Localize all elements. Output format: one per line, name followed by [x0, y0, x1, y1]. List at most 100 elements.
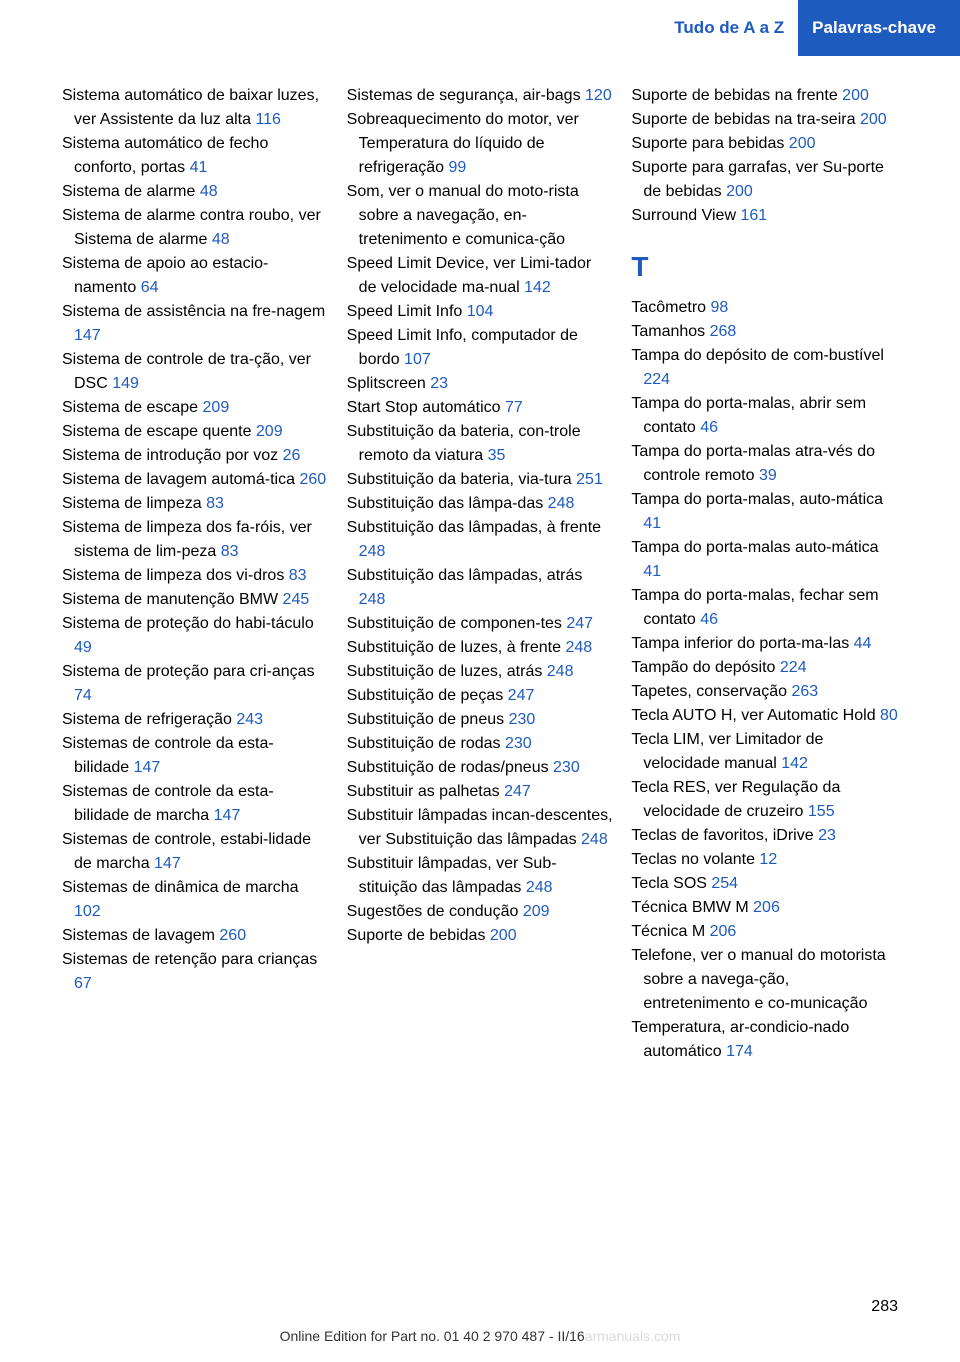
page-reference[interactable]: 23: [430, 375, 448, 392]
page-reference[interactable]: 230: [553, 759, 580, 776]
index-entry: Tacômetro 98: [631, 296, 898, 320]
page-reference[interactable]: 248: [565, 639, 592, 656]
page-reference[interactable]: 80: [880, 707, 898, 724]
page-reference[interactable]: 120: [585, 87, 612, 104]
index-entry-text: Speed Limit Device, ver Limi‐tador de ve…: [347, 255, 592, 296]
page-reference[interactable]: 41: [643, 563, 661, 580]
index-entry-text: Substituição de componen‐tes: [347, 615, 567, 632]
page-reference[interactable]: 248: [359, 543, 386, 560]
index-entry: Sistema de introdução por voz 26: [62, 444, 329, 468]
page-reference[interactable]: 174: [726, 1043, 753, 1060]
page-reference[interactable]: 155: [808, 803, 835, 820]
page-reference[interactable]: 200: [842, 87, 869, 104]
page-reference[interactable]: 99: [449, 159, 467, 176]
page-reference[interactable]: 67: [74, 975, 92, 992]
page-reference[interactable]: 147: [74, 327, 101, 344]
page-reference[interactable]: 147: [214, 807, 241, 824]
page-reference[interactable]: 248: [548, 495, 575, 512]
page-reference[interactable]: 200: [726, 183, 753, 200]
page-reference[interactable]: 26: [283, 447, 301, 464]
page-reference[interactable]: 224: [780, 659, 807, 676]
index-entry: Sistema de proteção para cri‐anças 74: [62, 660, 329, 708]
page-reference[interactable]: 48: [212, 231, 230, 248]
page-reference[interactable]: 206: [753, 899, 780, 916]
page-reference[interactable]: 209: [203, 399, 230, 416]
index-entry: Substituição das lâmpadas, à frente 248: [347, 516, 614, 564]
footer-text: Online Edition for Part no. 01 40 2 970 …: [0, 1328, 960, 1344]
index-entry: Speed Limit Info 104: [347, 300, 614, 324]
page-reference[interactable]: 35: [488, 447, 506, 464]
page-reference[interactable]: 206: [710, 923, 737, 940]
page-reference[interactable]: 247: [508, 687, 535, 704]
index-entry: Teclas no volante 12: [631, 848, 898, 872]
page-reference[interactable]: 46: [700, 419, 718, 436]
index-entry: Sistemas de controle da esta‐bilidade de…: [62, 780, 329, 828]
page-reference[interactable]: 260: [299, 471, 326, 488]
page-reference[interactable]: 263: [791, 683, 818, 700]
page-reference[interactable]: 64: [141, 279, 159, 296]
page-reference[interactable]: 41: [643, 515, 661, 532]
page-reference[interactable]: 44: [854, 635, 872, 652]
page-reference[interactable]: 248: [526, 879, 553, 896]
page-reference[interactable]: 74: [74, 687, 92, 704]
page-reference[interactable]: 83: [206, 495, 224, 512]
index-entry: Substituição das lâmpadas, atrás 248: [347, 564, 614, 612]
page-reference[interactable]: 247: [566, 615, 593, 632]
page-reference[interactable]: 248: [359, 591, 386, 608]
page-reference[interactable]: 224: [643, 371, 670, 388]
index-entry-text: Tampa do porta-malas auto‐mática: [631, 539, 878, 556]
page-reference[interactable]: 83: [289, 567, 307, 584]
page-reference[interactable]: 149: [112, 375, 139, 392]
index-entry: Sistema de controle de tra‐ção, ver DSC …: [62, 348, 329, 396]
page-reference[interactable]: 260: [219, 927, 246, 944]
page-reference[interactable]: 245: [283, 591, 310, 608]
page-reference[interactable]: 230: [509, 711, 536, 728]
index-entry: Tampa do porta-malas atra‐vés do control…: [631, 440, 898, 488]
page-reference[interactable]: 23: [818, 827, 836, 844]
page-reference[interactable]: 107: [404, 351, 431, 368]
page-reference[interactable]: 104: [467, 303, 494, 320]
index-entry-text: Sistema de controle de tra‐ção, ver DSC: [62, 351, 311, 392]
page-reference[interactable]: 147: [154, 855, 181, 872]
page-reference[interactable]: 200: [860, 111, 887, 128]
index-entry: Sistemas de dinâmica de marcha 102: [62, 876, 329, 924]
page-reference[interactable]: 116: [255, 111, 281, 128]
page-reference[interactable]: 83: [221, 543, 239, 560]
page-reference[interactable]: 209: [256, 423, 283, 440]
page-reference[interactable]: 147: [134, 759, 161, 776]
page-reference[interactable]: 254: [711, 875, 738, 892]
index-entry-text: Sistemas de retenção para crianças: [62, 951, 317, 968]
page-reference[interactable]: 98: [710, 299, 728, 316]
page-reference[interactable]: 200: [490, 927, 517, 944]
index-entry-text: Start Stop automático: [347, 399, 505, 416]
page-reference[interactable]: 200: [789, 135, 816, 152]
page-reference[interactable]: 248: [581, 831, 608, 848]
index-entry-text: Técnica M: [631, 923, 709, 940]
page-reference[interactable]: 41: [190, 159, 208, 176]
page-reference[interactable]: 77: [505, 399, 523, 416]
page-reference[interactable]: 48: [200, 183, 218, 200]
page-reference[interactable]: 49: [74, 639, 92, 656]
page-reference[interactable]: 247: [504, 783, 531, 800]
page-reference[interactable]: 39: [759, 467, 777, 484]
page-reference[interactable]: 248: [547, 663, 574, 680]
page-reference[interactable]: 142: [781, 755, 808, 772]
index-content: Sistema automático de baixar luzes, ver …: [62, 84, 898, 1288]
page-reference[interactable]: 268: [710, 323, 737, 340]
index-entry-text: Sistema de assistência na fre‐nagem: [62, 303, 325, 320]
page-reference[interactable]: 209: [523, 903, 550, 920]
index-entry-text: Substituição de peças: [347, 687, 508, 704]
page-reference[interactable]: 102: [74, 903, 101, 920]
index-entry-text: Substituição de luzes, à frente: [347, 639, 566, 656]
index-entry-text: Speed Limit Info, computador de bordo: [347, 327, 578, 368]
page-reference[interactable]: 12: [759, 851, 777, 868]
page-reference[interactable]: 46: [700, 611, 718, 628]
page-reference[interactable]: 161: [740, 207, 767, 224]
page-reference[interactable]: 243: [236, 711, 263, 728]
page-reference[interactable]: 251: [576, 471, 603, 488]
header-page-title: Palavras-chave: [798, 0, 960, 56]
index-entry-text: Sistemas de segurança, air‐bags: [347, 87, 585, 104]
page-reference[interactable]: 142: [524, 279, 551, 296]
page-reference[interactable]: 230: [505, 735, 532, 752]
index-entry: Som, ver o manual do moto‐rista sobre a …: [347, 180, 614, 252]
